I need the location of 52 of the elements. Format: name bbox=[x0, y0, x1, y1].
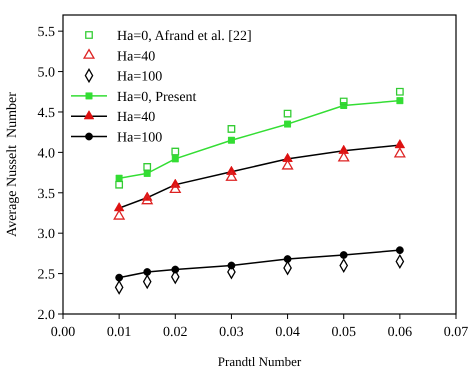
point bbox=[396, 97, 404, 104]
x-tick-label: 0.05 bbox=[331, 325, 356, 340]
point bbox=[143, 268, 152, 276]
x-tick-label: 0.02 bbox=[163, 325, 188, 340]
legend-label: Ha=0, Afrand et al. [22] bbox=[117, 29, 252, 44]
point bbox=[115, 274, 124, 282]
point bbox=[116, 174, 123, 182]
y-tick-label: 2.5 bbox=[38, 268, 55, 283]
x-tick-label: 0.03 bbox=[219, 325, 244, 340]
y-tick-label: 3.5 bbox=[38, 186, 55, 202]
point bbox=[114, 210, 125, 220]
x-tick-label: 0.00 bbox=[50, 325, 76, 340]
point bbox=[114, 202, 124, 212]
point bbox=[282, 160, 294, 170]
y-tick-label: 4.5 bbox=[38, 106, 55, 121]
y-tick-label: 5.5 bbox=[38, 25, 55, 40]
point bbox=[172, 155, 179, 162]
y-tick-label: 5.0 bbox=[38, 66, 55, 81]
point bbox=[171, 148, 180, 156]
point bbox=[338, 152, 350, 162]
point bbox=[226, 171, 238, 181]
point bbox=[394, 148, 406, 158]
point bbox=[396, 246, 404, 254]
legend-label: Ha=40 bbox=[117, 49, 156, 64]
point bbox=[284, 255, 292, 263]
legend-label: Ha=100 bbox=[117, 70, 162, 85]
point bbox=[170, 183, 181, 194]
legend-label: Ha=100 bbox=[117, 130, 162, 146]
point bbox=[284, 120, 292, 128]
y-tick-label: 4.0 bbox=[38, 146, 55, 162]
point bbox=[228, 136, 235, 144]
legend-label: Ha=0, Present bbox=[117, 90, 197, 105]
point bbox=[340, 251, 348, 259]
x-tick-label: 0.01 bbox=[106, 325, 132, 340]
point bbox=[396, 88, 404, 96]
point bbox=[143, 163, 152, 171]
point bbox=[228, 125, 236, 133]
x-axis-title: Prandtl Number bbox=[218, 354, 302, 369]
point bbox=[394, 139, 406, 148]
x-tick-label: 0.07 bbox=[444, 325, 468, 340]
point bbox=[338, 144, 349, 154]
y-tick-label: 2.0 bbox=[38, 308, 55, 323]
point bbox=[115, 180, 124, 189]
point bbox=[340, 98, 348, 106]
point bbox=[282, 152, 293, 162]
legend-label: Ha=40 bbox=[117, 110, 156, 126]
point bbox=[284, 110, 292, 118]
y-tick-label: 3.0 bbox=[38, 227, 55, 242]
x-tick-label: 0.04 bbox=[275, 325, 300, 340]
x-tick-label: 0.06 bbox=[388, 325, 412, 340]
y-axis-title: Average Nusselt Number bbox=[5, 92, 20, 237]
point bbox=[142, 194, 153, 204]
